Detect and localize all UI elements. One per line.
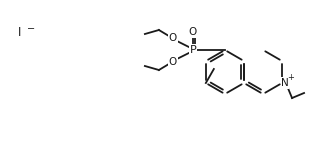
Text: P: P <box>189 45 196 55</box>
Text: O: O <box>169 33 177 43</box>
Text: O: O <box>189 27 197 37</box>
Text: −: − <box>27 24 35 34</box>
Text: O: O <box>169 57 177 67</box>
Text: +: + <box>288 72 294 81</box>
Text: N: N <box>281 78 289 88</box>
Text: I: I <box>18 26 21 39</box>
